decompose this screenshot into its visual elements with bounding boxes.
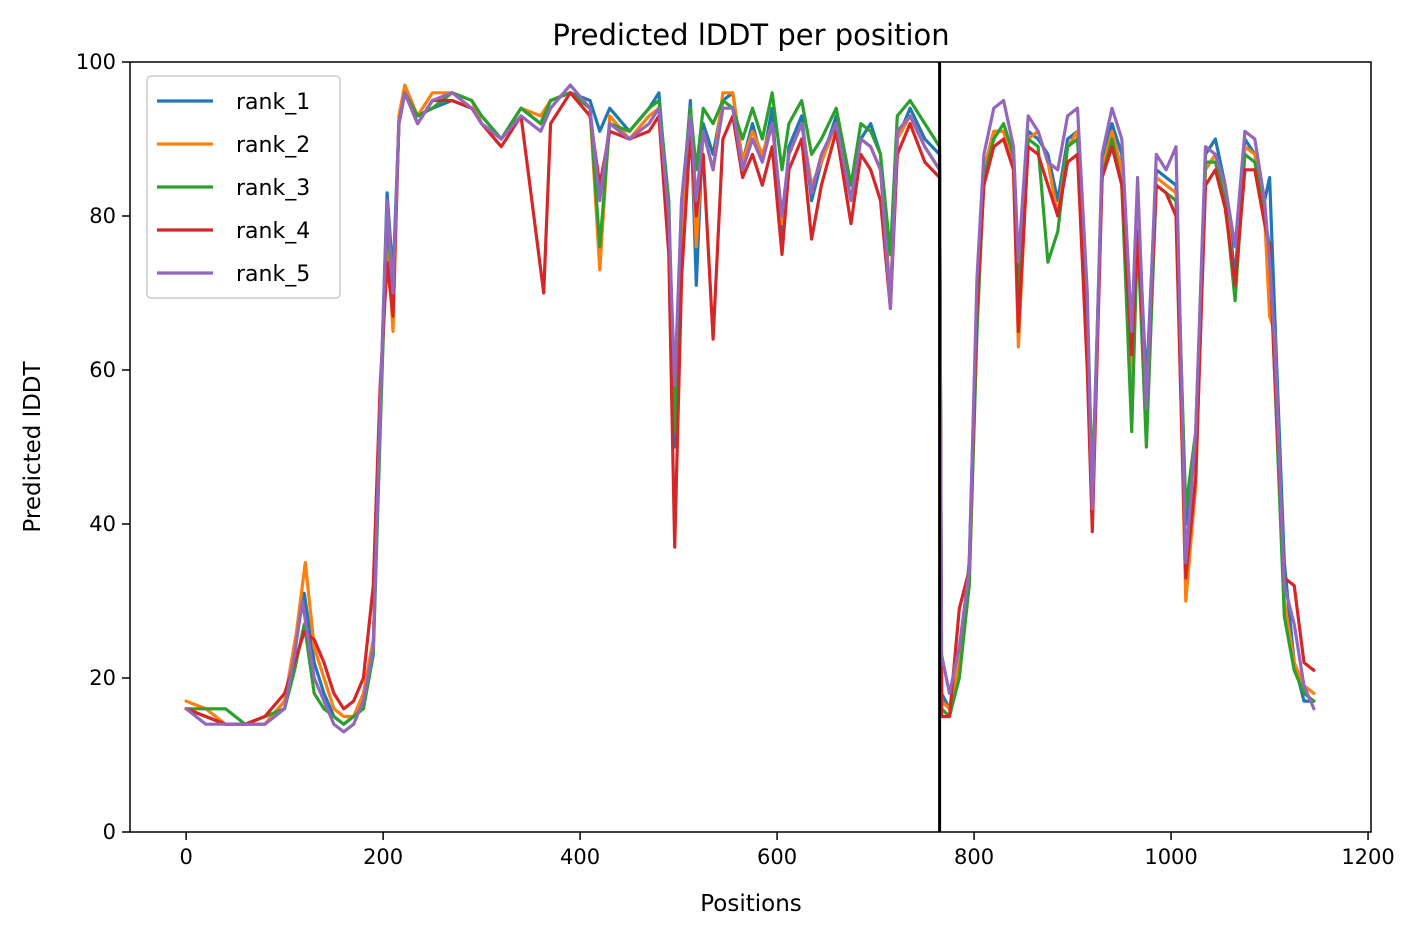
legend-label-rank_3: rank_3 — [236, 176, 310, 201]
legend: rank_1 rank_2 rank_3 rank_4 rank_5 — [146, 75, 341, 299]
y-tick-label: 60 — [89, 358, 116, 382]
y-axis-label: Predicted lDDT — [20, 360, 46, 532]
x-tick-label: 400 — [560, 845, 600, 869]
y-tick-label: 80 — [89, 204, 116, 228]
x-axis: 0 200 400 600 800 1000 1200 — [179, 832, 1395, 869]
chart-title: Predicted lDDT per position — [552, 18, 949, 52]
x-tick-label: 800 — [954, 845, 994, 869]
legend-label-rank_2: rank_2 — [236, 133, 310, 158]
legend-box — [146, 75, 341, 299]
y-tick-label: 20 — [89, 666, 116, 690]
x-tick-label: 1200 — [1341, 845, 1394, 869]
y-tick-label: 40 — [89, 512, 116, 536]
x-tick-label: 0 — [179, 845, 192, 869]
series-layer — [184, 83, 1316, 734]
legend-label-rank_4: rank_4 — [236, 219, 310, 244]
x-tick-label: 600 — [757, 845, 797, 869]
series-line-rank_5 — [184, 83, 1316, 734]
y-tick-label: 100 — [76, 50, 116, 74]
x-axis-label: Positions — [700, 891, 802, 917]
x-tick-label: 1000 — [1144, 845, 1197, 869]
legend-label-rank_1: rank_1 — [236, 90, 310, 115]
series-line-rank_3 — [184, 91, 1316, 726]
plot-frame — [129, 61, 1372, 833]
x-tick-label: 200 — [363, 845, 403, 869]
y-tick-label: 0 — [103, 820, 116, 844]
y-axis: 0 20 40 60 80 100 — [76, 50, 130, 844]
legend-label-rank_5: rank_5 — [236, 262, 310, 287]
